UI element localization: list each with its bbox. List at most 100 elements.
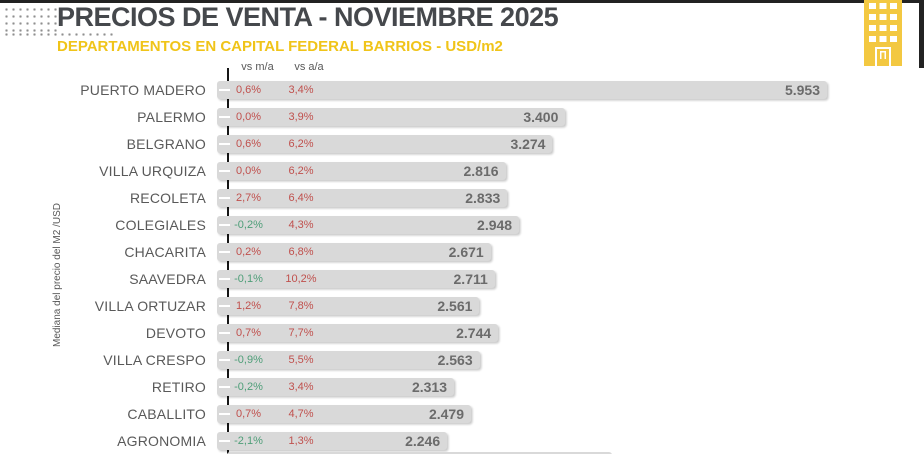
bar-area: 0,7% 4,7% 2.479 [207,404,837,423]
pct-vs-ma: 0,2% [235,245,262,258]
bar-category-label: VILLA CRESPO [103,351,206,368]
bar-category-label: DEVOTO [145,324,206,341]
bar-value-label: 2.833 [465,189,501,206]
bar: 0,7% 7,7% 2.744 [217,323,499,342]
bar-category-label: PUERTO MADERO [80,81,206,98]
bar-area: -0,9% 5,5% 2.563 [207,350,837,369]
bar-start-dash [219,412,230,415]
bar-value-label: 3.274 [510,135,546,152]
bar-value-label: 3.400 [523,108,559,125]
chart-row: VILLA URQUIZA 0,0% 6,2% 2.816 [0,157,847,184]
bar: 0,2% 6,8% 2.671 [217,242,491,261]
pct-vs-ma: 0,7% [235,326,262,339]
chart-rows: PUERTO MADERO 0,6% 3,4% 5.953 PALERMO 0,… [0,76,847,454]
bar: -0,1% 10,2% 2.711 [217,269,495,288]
bar-start-dash [219,277,230,280]
bar-value-label: 2.711 [453,270,488,287]
bar-area: 0,2% 6,8% 2.671 [207,242,837,261]
bar-value-label: 2.313 [411,378,447,395]
pct-vs-aa: 3,4% [288,83,314,96]
bar-category-label: BELGRANO [126,135,206,152]
bar-category-label: VILLA URQUIZA [99,162,206,179]
bar-category-label: VILLA ORTUZAR [94,297,206,314]
bar-value-label: 2.563 [437,351,473,368]
pct-vs-ma: 0,6% [235,137,262,150]
bar: -0,9% 5,5% 2.563 [217,350,480,369]
bar-start-dash [219,142,230,145]
bar-category-label: COLEGIALES [115,216,206,233]
bar-start-dash [219,304,230,307]
pct-vs-aa: 6,2% [288,164,314,177]
pct-vs-aa: 10,2% [285,272,317,285]
bar-value-label: 2.948 [477,216,513,233]
bar: 0,6% 6,2% 3.274 [217,134,553,153]
chart-row: COLEGIALES -0,2% 4,3% 2.948 [0,211,847,238]
bar-value-label: 2.479 [428,405,465,422]
chart-row: SAAVEDRA -0,1% 10,2% 2.711 [0,265,847,292]
chart-row: PUERTO MADERO 0,6% 3,4% 5.953 [0,76,847,103]
bar-category-label: RETIRO [151,378,206,395]
chart-row: RECOLETA 2,7% 6,4% 2.833 [0,184,847,211]
chart-row: PALERMO 0,0% 3,9% 3.400 [0,103,847,130]
bar-area: 0,0% 3,9% 3.400 [207,107,837,126]
bar-value-label: 2.671 [448,243,484,260]
bar: -2,1% 1,3% 2.246 [217,431,448,450]
bar-area: 1,2% 7,8% 2.561 [207,296,837,315]
pct-vs-aa: 4,7% [288,407,314,420]
pct-vs-aa: 4,3% [288,218,314,231]
bar: 0,0% 6,2% 2.816 [217,161,506,180]
bar-value-label: 5.953 [784,81,820,98]
bar-value-label: 2.744 [456,324,492,341]
bar-category-label: SAAVEDRA [129,270,206,287]
pct-vs-ma: 0,7% [235,407,262,420]
bar-category-label: CABALLITO [127,405,206,422]
bar-start-dash [219,115,230,118]
column-header-vs-ma: vs m/a [241,61,274,73]
pct-vs-aa: 1,3% [288,434,314,447]
bar-start-dash [219,250,230,253]
pct-vs-aa: 3,4% [288,380,314,393]
bar-category-label: AGRONOMIA [117,432,206,449]
bar-area: 0,7% 7,7% 2.744 [207,323,837,342]
bar-start-dash [219,385,230,388]
chart-row: VILLA ORTUZAR 1,2% 7,8% 2.561 [0,292,847,319]
pct-vs-aa: 6,4% [288,191,314,204]
bar-start-dash [219,169,230,172]
chart-row: DEVOTO 0,7% 7,7% 2.744 [0,319,847,346]
pct-vs-ma: -0,9% [234,353,263,366]
bar: 0,0% 3,9% 3.400 [217,107,566,126]
bar-value-label: 2.246 [405,432,441,449]
page-title: PRECIOS DE VENTA - NOVIEMBRE 2025 [57,2,559,32]
dots-decoration [3,6,57,34]
bar-start-dash [219,196,230,199]
right-border-line [919,0,924,68]
pct-vs-aa: 5,5% [288,353,314,366]
bar-category-label: RECOLETA [129,189,206,206]
y-axis-line [227,68,229,454]
pct-vs-ma: -0,1% [234,272,263,285]
pct-vs-ma: 2,7% [235,191,262,204]
bar-start-dash [219,331,230,334]
chart-row: RETIRO -0,2% 3,4% 2.313 [0,373,847,400]
chart-row: CABALLITO 0,7% 4,7% 2.479 [0,400,847,427]
cut-off-next-bar [227,452,612,454]
bar: -0,2% 3,4% 2.313 [217,377,454,396]
pct-vs-ma: 1,2% [235,299,262,312]
dots-decoration [3,31,113,39]
bar: 0,6% 3,4% 5.953 [217,80,827,99]
page-subtitle: DEPARTAMENTOS EN CAPITAL FEDERAL BARRIOS… [57,38,503,55]
bar-start-dash [219,358,230,361]
pct-vs-ma: 0,0% [235,164,262,177]
bar-value-label: 2.816 [463,162,499,179]
chart-row: VILLA CRESPO -0,9% 5,5% 2.563 [0,346,847,373]
bar-area: -0,2% 3,4% 2.313 [207,377,837,396]
bar: 2,7% 6,4% 2.833 [217,188,508,207]
bar-area: -2,1% 1,3% 2.246 [207,431,837,450]
bar: 0,7% 4,7% 2.479 [217,404,472,423]
pct-vs-aa: 7,7% [288,326,314,339]
bar-category-label: CHACARITA [124,243,206,260]
pct-vs-aa: 7,8% [288,299,314,312]
chart-row: AGRONOMIA -2,1% 1,3% 2.246 [0,427,847,454]
building-icon [864,0,902,66]
